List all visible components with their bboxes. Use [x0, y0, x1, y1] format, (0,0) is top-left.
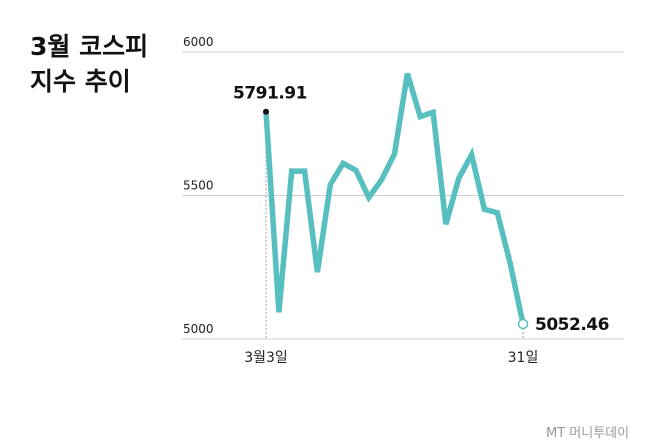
x-tick-label: 31일: [508, 350, 539, 366]
y-axis-ticks: 6000 5500 5000: [183, 35, 214, 336]
watermark: MT 머니투데이: [546, 426, 629, 441]
watermark-text: MT 머니투데이: [546, 426, 629, 441]
gridlines: [182, 51, 624, 340]
y-tick-label: 5500: [183, 179, 214, 193]
series-line: [263, 72, 526, 325]
x-tick-label: 3월3일: [244, 350, 288, 366]
series-line-layer: [263, 72, 526, 325]
x-axis-ticks: 3월3일 31일: [244, 350, 538, 366]
data-point-marker: [263, 108, 269, 115]
title-line-1: 3월 코스피: [30, 32, 148, 61]
data-label: 5052.46: [535, 315, 609, 335]
marker-layer: 5791.91 5052.46: [233, 84, 609, 335]
data-label: 5791.91: [233, 84, 307, 104]
title-line-2: 지수 추이: [30, 67, 131, 96]
data-point-marker: [517, 318, 529, 330]
y-tick-label: 5000: [183, 322, 214, 336]
y-tick-label: 6000: [183, 35, 214, 49]
chart-title: 3월 코스피 지수 추이: [30, 32, 148, 96]
